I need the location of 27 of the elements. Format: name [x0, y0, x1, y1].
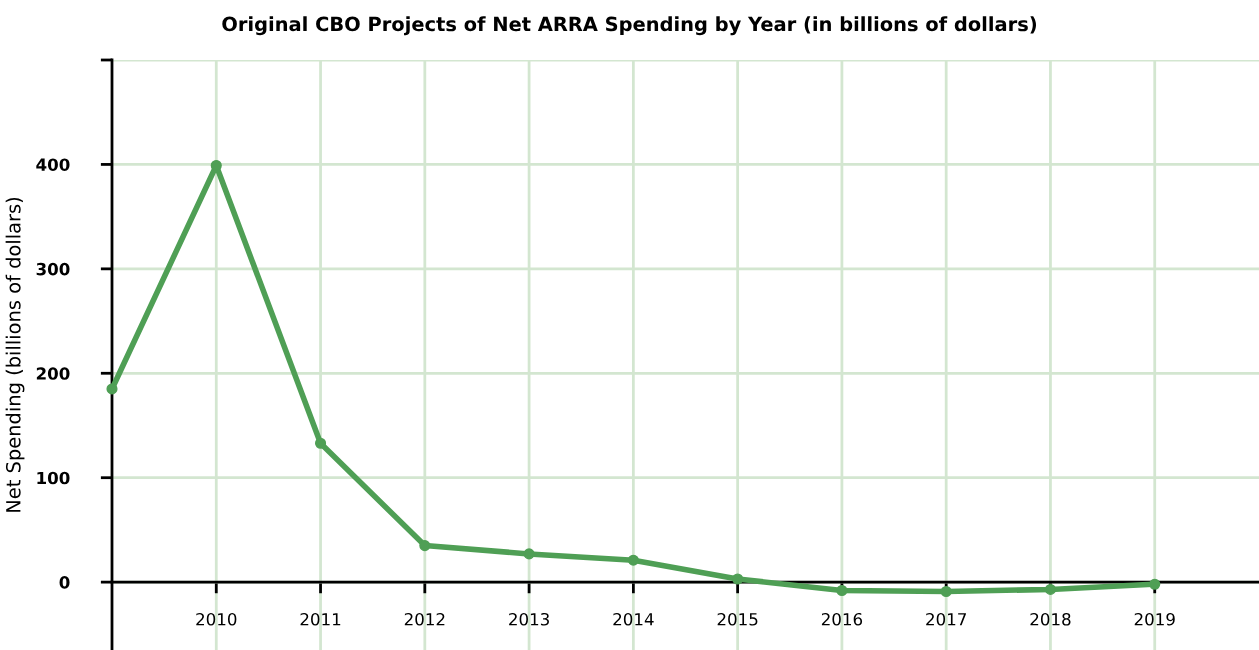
point [314, 437, 327, 449]
y-tick-label: 300 [36, 262, 70, 276]
point [940, 585, 952, 598]
point [836, 584, 848, 597]
x-tick-label: 2014 [613, 612, 654, 626]
y-tick-label: 200 [36, 367, 70, 380]
chart-title: Original CBO Projects of Net ARRA Spending by Year (in billions of dollars) [222, 16, 1037, 36]
point [1044, 583, 1057, 595]
x-tick-label: 2011 [300, 612, 341, 626]
x-tick-label: 2019 [1134, 612, 1175, 626]
point [732, 573, 744, 585]
y-tick-label: 400 [36, 158, 70, 171]
y-tick-label: 0 [59, 576, 70, 589]
x-tick-label: 2017 [926, 612, 966, 626]
x-tick-label: 2012 [404, 612, 445, 626]
x-tick-label: 2018 [1030, 612, 1071, 626]
y-axis-title: Net Spending (billions of dollars) [5, 197, 25, 512]
x-tick-label: 2010 [196, 612, 237, 626]
x-tick-label: 2013 [509, 612, 549, 626]
y-tick-label: 100 [37, 471, 70, 485]
x-tick-label: 2016 [821, 612, 863, 626]
point [419, 540, 431, 552]
point [627, 554, 639, 566]
point [523, 548, 535, 560]
x-tick-label: 2015 [717, 612, 758, 626]
point [106, 383, 118, 395]
point [1149, 578, 1161, 590]
